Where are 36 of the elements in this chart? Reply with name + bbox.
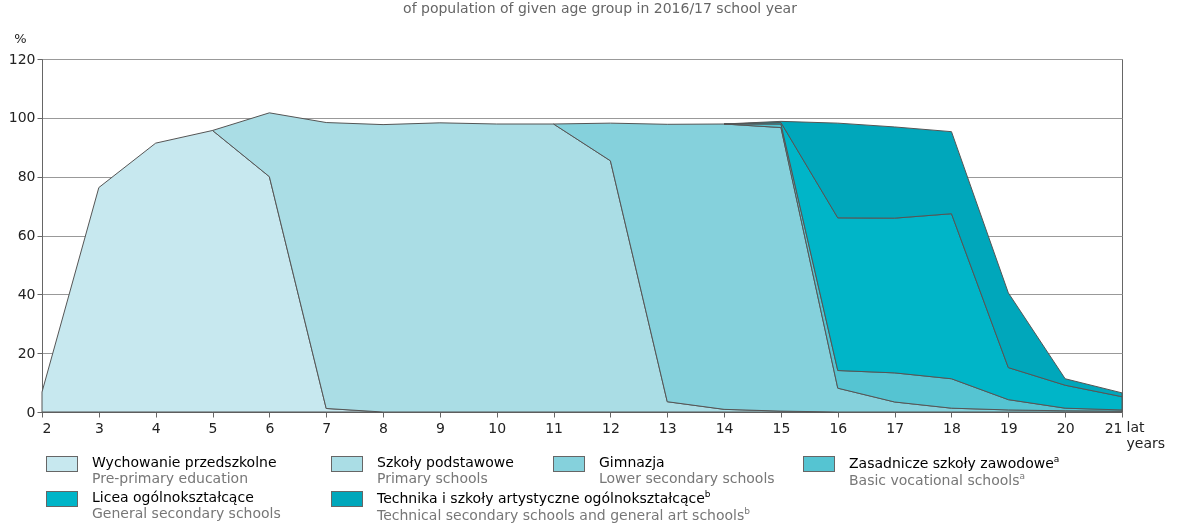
x-tick-label: 14: [715, 419, 734, 436]
x-tick-label: 3: [94, 419, 104, 436]
x-tick-label: 19: [999, 419, 1018, 436]
y-tick-label: 80: [17, 168, 36, 185]
x-tick-label: 18: [943, 419, 961, 436]
x-tick-label: 2: [42, 419, 52, 436]
x-tick-label: 17: [886, 419, 905, 436]
y-tick-label: 120: [8, 50, 36, 67]
x-tick-label: 21: [1104, 419, 1123, 436]
x-tick-label: 4: [151, 419, 161, 436]
y-tick-label: 0: [26, 403, 36, 420]
y-axis-title: %: [14, 30, 27, 46]
legend-label: Szkoły podstawowe Primary schools: [377, 454, 514, 486]
x-tick-label: 6: [265, 419, 275, 436]
y-tick-label: 60: [17, 227, 36, 243]
x-tick-label: 16: [829, 419, 848, 436]
x-tick-label: 5: [208, 419, 218, 436]
text: Zasadnicze szkoły zawodowe$^{a}$ Basic vocational schools$^{a}$: [849, 454, 1060, 488]
legend-label: Licea ogólnokształcące General secondary schools: [92, 489, 281, 522]
x-tick-label: 20: [1056, 419, 1075, 436]
x-tick-label: 9: [435, 419, 445, 436]
x-tick-label: 11: [545, 419, 563, 436]
x-axis-title: lat years: [1126, 418, 1166, 451]
x-tick-label: 12: [602, 419, 620, 436]
legend-label: Wychowanie przedszkolne Pre-primary education: [92, 454, 277, 486]
legend-label: Technika i szkoły artystyczne ogólnokształcące$^{b}$ Technical secondary schools and general art schools$^{b}$: [377, 489, 750, 523]
chart-title: of population of given age group in 2016/17 school year: [402, 0, 798, 18]
y-tick-label: 100: [8, 109, 36, 126]
x-tick-label: 7: [322, 419, 332, 436]
y-tick-label: 20: [17, 344, 36, 361]
legend-label: Gimnazja Lower secondary schools: [599, 454, 775, 486]
x-tick-label: 13: [658, 419, 677, 436]
y-tick-label: 40: [17, 285, 36, 302]
x-tick-label: 10: [488, 419, 507, 436]
x-tick-label: 8: [379, 419, 389, 436]
x-tick-label: 15: [772, 419, 791, 436]
